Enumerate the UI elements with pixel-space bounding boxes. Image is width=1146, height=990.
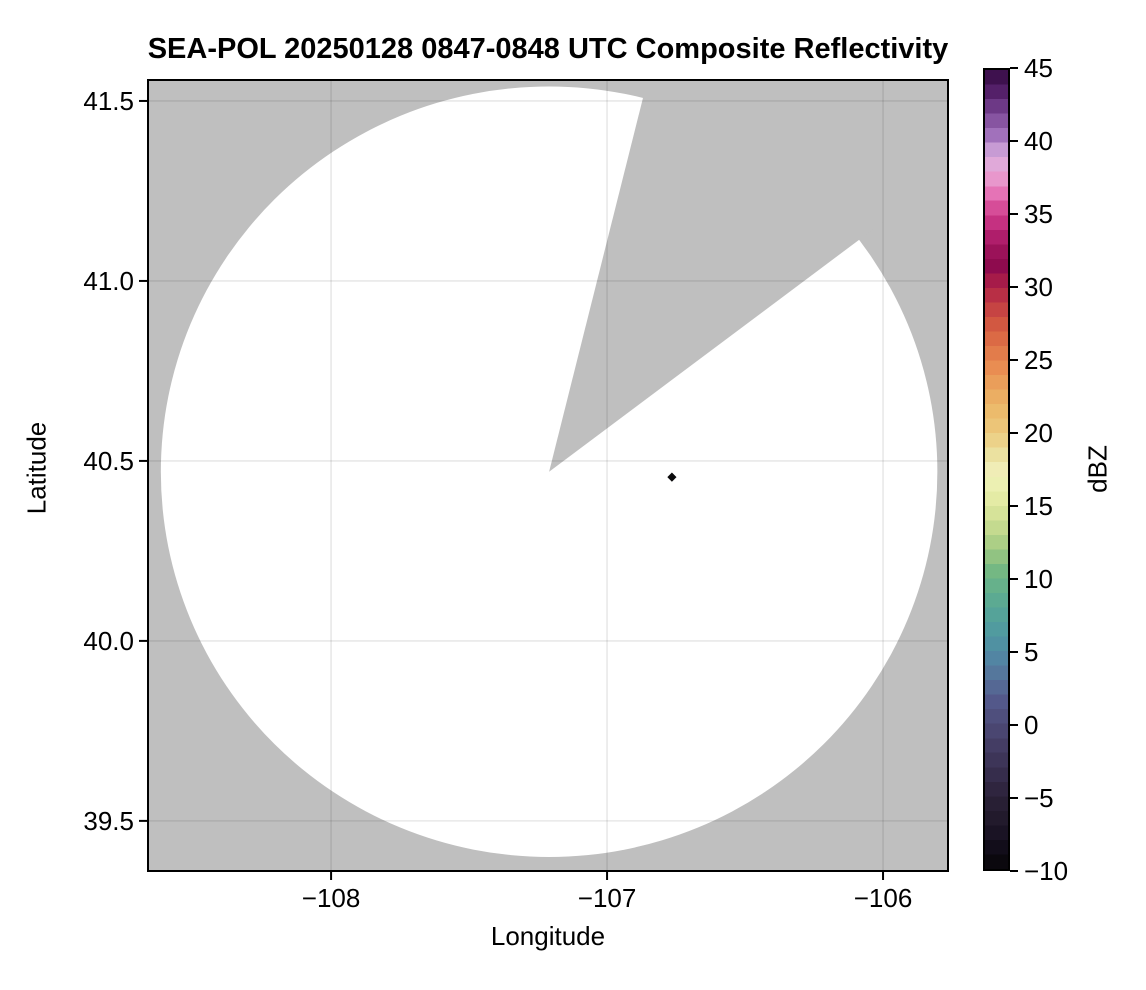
- colorbar-tick-mark: [1010, 213, 1018, 215]
- axis-tick-marks: [139, 99, 885, 880]
- colorbar-tick-mark: [1010, 67, 1018, 69]
- x-tick-label: −106: [853, 883, 913, 913]
- colorbar-tick-label: 30: [1024, 272, 1053, 302]
- colorbar-label: dBZ: [1082, 445, 1113, 493]
- colorbar-tick-mark: [1010, 651, 1018, 653]
- colorbar-tick-mark: [1010, 870, 1018, 872]
- colorbar-tick-label: −10: [1024, 856, 1069, 886]
- y-tick-label: 41.5: [83, 85, 134, 116]
- colorbar-tick-mark: [1010, 578, 1018, 580]
- colorbar-tick-mark: [1010, 359, 1018, 361]
- plot-area: [139, 79, 949, 880]
- gridlines: [147, 79, 949, 872]
- colorbar-tick-mark: [1010, 797, 1018, 799]
- colorbar-bands: [985, 70, 1008, 869]
- colorbar-tick-mark: [1010, 286, 1018, 288]
- axes-border: [147, 79, 949, 872]
- missing-data-sector: [549, 79, 949, 472]
- colorbar-tick-label: 40: [1024, 126, 1053, 156]
- y-tick-label: 39.5: [83, 805, 134, 836]
- x-tick-label: −108: [301, 883, 361, 913]
- colorbar-tick-mark: [1010, 140, 1018, 142]
- x-axis-label: Longitude: [490, 921, 606, 951]
- colorbar-tick-mark: [1010, 432, 1018, 434]
- colorbar-tick-mark: [1010, 724, 1018, 726]
- colorbar-tick-label: −5: [1024, 783, 1054, 813]
- y-axis-label: Latitude: [21, 421, 52, 515]
- colorbar-tick-mark: [1010, 505, 1018, 507]
- colorbar-tick-label: 20: [1024, 418, 1053, 448]
- chart-title: SEA-POL 20250128 0847-0848 UTC Composite…: [147, 33, 949, 65]
- x-tick-label: −107: [577, 883, 637, 913]
- colorbar-tick-label: 35: [1024, 199, 1053, 229]
- colorbar-tick-label: 0: [1024, 710, 1039, 740]
- colorbar-tick-label: 15: [1024, 491, 1053, 521]
- colorbar-tick-label: 10: [1024, 564, 1053, 594]
- colorbar: [983, 68, 1010, 871]
- y-tick-label: 41.0: [83, 265, 134, 296]
- colorbar-tick-label: 45: [1024, 53, 1053, 83]
- y-tick-label: 40.5: [83, 445, 134, 476]
- colorbar-tick-label: 25: [1024, 345, 1053, 375]
- y-tick-label: 40.0: [83, 625, 134, 656]
- colorbar-tick-label: 5: [1024, 637, 1039, 667]
